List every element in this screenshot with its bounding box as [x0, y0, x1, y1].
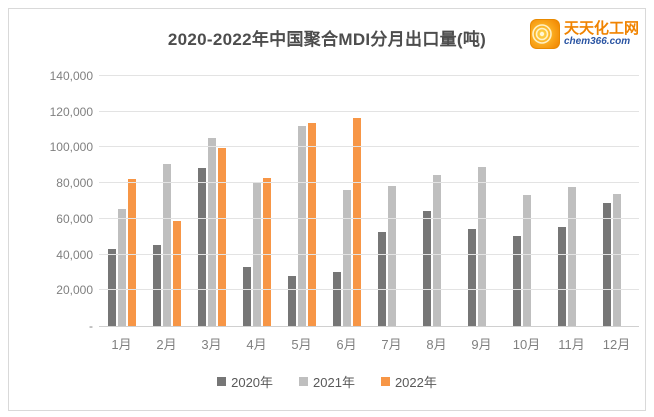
x-tick-label-8月: 8月: [426, 337, 447, 352]
bar-2021年-1月[interactable]: [117, 209, 126, 326]
site-logo-text: 天天化工网 chem366.com: [564, 21, 639, 47]
bar-2021年-7月[interactable]: [387, 186, 396, 326]
x-tick-label-12月: 12月: [602, 337, 631, 352]
y-tick-label: 60,000: [56, 211, 93, 226]
bar-2021年-9月[interactable]: [477, 167, 486, 326]
bar-2020年-11月[interactable]: [557, 227, 566, 326]
bar-group-6月: [324, 76, 369, 326]
bar-2020年-10月[interactable]: [512, 236, 521, 326]
bar-2020年-1月[interactable]: [107, 248, 116, 326]
x-tick-label-9月: 9月: [471, 337, 492, 352]
bar-group-12月: [594, 76, 639, 326]
bar-group-9月: [459, 76, 504, 326]
y-tick-label: -: [89, 319, 93, 333]
bar-2022年-4月[interactable]: [262, 178, 271, 326]
site-logo-name: 天天化工网: [563, 19, 639, 37]
swirl-rings-icon: [529, 19, 560, 49]
y-tick-label: 140,000: [49, 69, 93, 83]
legend-label: 2022年: [394, 375, 437, 390]
chart-title: 2020-2022年中国聚合MDI分月出口量(吨): [167, 30, 487, 49]
bar-group-1月: [99, 76, 144, 326]
bar-2020年-8月[interactable]: [422, 211, 431, 326]
bar-group-5月: [279, 76, 324, 326]
legend-label: 2021年: [313, 375, 355, 390]
bar-groups: [99, 76, 639, 326]
legend-label: 2020年: [231, 375, 274, 390]
bar-2020年-12月[interactable]: [602, 203, 611, 326]
bar-group-8月: [414, 76, 459, 326]
bar-2020年-5月[interactable]: [287, 276, 296, 326]
legend-swatch: [299, 377, 309, 386]
bar-group-7月: [369, 76, 414, 326]
bar-group-11月: [549, 76, 594, 326]
bar-2021年-6月[interactable]: [342, 189, 351, 326]
legend-item-2020年[interactable]: 2020年: [217, 372, 273, 391]
bar-2020年-6月[interactable]: [332, 272, 341, 326]
bar-2022年-3月[interactable]: [217, 147, 226, 326]
x-tick-label-4月: 4月: [246, 337, 267, 352]
x-tick-label-7月: 7月: [381, 337, 402, 352]
gridline: [99, 146, 639, 148]
bar-2021年-3月[interactable]: [207, 138, 216, 326]
bar-2021年-10月[interactable]: [522, 195, 531, 326]
bar-2022年-6月[interactable]: [352, 118, 361, 326]
bar-group-3月: [189, 76, 234, 326]
y-tick-label: 100,000: [49, 140, 93, 155]
bar-2022年-5月[interactable]: [307, 122, 316, 326]
y-tick-label: 80,000: [56, 176, 93, 191]
legend-swatch: [380, 377, 390, 386]
y-tick-label: 20,000: [56, 283, 93, 298]
bar-2020年-3月[interactable]: [197, 168, 206, 326]
gridline: [99, 217, 639, 219]
bar-2022年-2月[interactable]: [172, 221, 181, 326]
gridline: [99, 182, 639, 184]
y-tick-label: 40,000: [56, 247, 93, 262]
site-logo-domain: chem366.com: [563, 35, 631, 47]
gridline: [99, 75, 639, 76]
bar-2021年-2月[interactable]: [162, 164, 171, 326]
bar-group-10月: [504, 76, 549, 326]
gridline: [99, 289, 639, 291]
x-tick-label-10月: 10月: [512, 337, 541, 352]
x-tick-label-5月: 5月: [291, 337, 312, 352]
gridline: [99, 110, 639, 112]
y-axis: - 20,000 40,000 60,000 80,000 100,000 120,000 1…: [15, 69, 93, 333]
plot-area: [99, 75, 639, 327]
legend: 2020年 2021年 2022年: [9, 372, 645, 391]
bar-group-2月: [144, 76, 189, 326]
x-tick-label-1月: 1月: [111, 337, 132, 352]
x-axis-line: [99, 326, 639, 327]
bar-2021年-12月[interactable]: [612, 194, 621, 326]
chart-card: 2020-2022年中国聚合MDI分月出口量(吨) 天天化工网 chem366.…: [8, 8, 646, 411]
bar-2022年-1月[interactable]: [127, 178, 136, 326]
bar-2021年-11月[interactable]: [567, 187, 576, 326]
x-axis: 1月 2月 3月 4月 5月 6月 7月 8月 9月 10月 11月 12月: [99, 334, 639, 353]
site-logo: 天天化工网 chem366.com: [529, 19, 639, 49]
legend-item-2022年[interactable]: 2022年: [380, 372, 437, 391]
bar-2020年-7月[interactable]: [377, 231, 386, 326]
bar-2021年-5月[interactable]: [297, 126, 306, 326]
bar-2020年-4月[interactable]: [242, 267, 251, 326]
legend-item-2021年[interactable]: 2021年: [299, 372, 355, 391]
gridline: [99, 253, 639, 255]
x-tick-label-6月: 6月: [336, 337, 357, 352]
x-tick-label-2月: 2月: [156, 337, 177, 352]
legend-swatch: [217, 377, 227, 386]
x-tick-label-11月: 11月: [558, 337, 585, 352]
bar-2020年-9月[interactable]: [467, 229, 476, 326]
x-tick-label-3月: 3月: [201, 337, 222, 352]
y-tick-label: 120,000: [49, 104, 93, 119]
bar-2020年-2月[interactable]: [152, 245, 161, 326]
bar-2021年-8月[interactable]: [432, 174, 441, 326]
